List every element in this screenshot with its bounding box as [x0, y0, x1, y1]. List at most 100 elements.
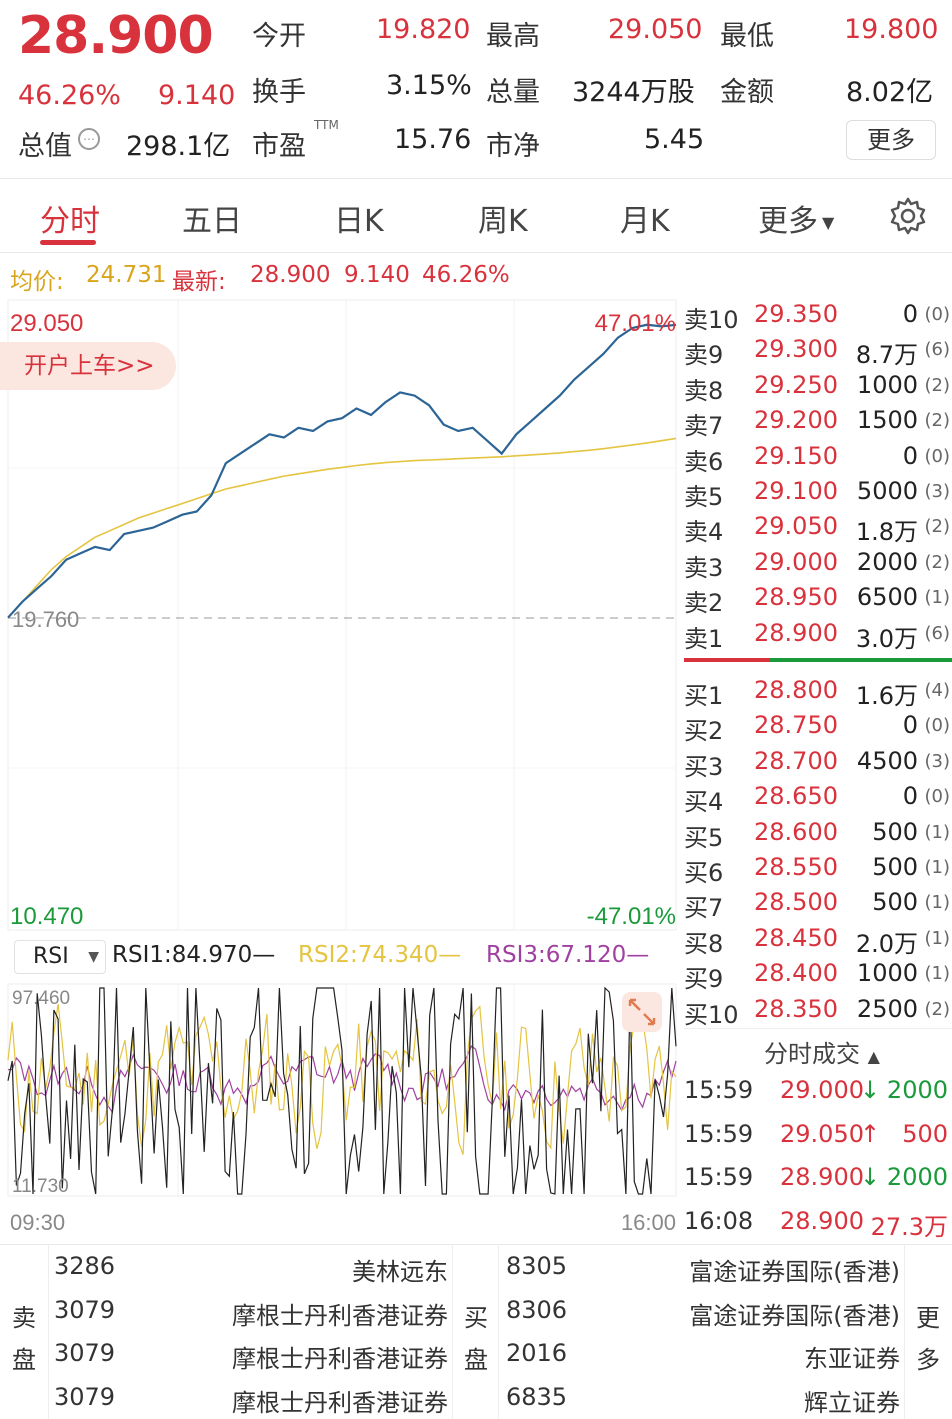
trades-title[interactable]: 分时成交 ▲	[764, 1034, 880, 1069]
bid-row[interactable]: 买2 28.750 0 (0)	[684, 711, 952, 746]
tab-weekly-k[interactable]: 周K	[478, 204, 528, 239]
ask-order-count: (2)	[924, 374, 951, 396]
pe-label: 市盈	[252, 131, 306, 162]
trade-time: 15:59	[684, 1119, 754, 1148]
sell-broker-id[interactable]: 3079	[54, 1295, 116, 1324]
rsi-top-label: 97.460	[12, 988, 70, 1009]
bid-row[interactable]: 买10 28.350 2500 (2)	[684, 995, 952, 1030]
bid-row[interactable]: 买9 28.400 1000 (1)	[684, 959, 952, 994]
ask-price: 29.000	[754, 547, 838, 576]
change-amount: 9.140	[158, 80, 236, 111]
trade-price: 29.050	[780, 1119, 864, 1148]
tab-daily-k[interactable]: 日K	[334, 204, 384, 239]
ask-row[interactable]: 卖6 29.150 0 (0)	[684, 442, 952, 477]
sell-broker-id[interactable]: 3286	[54, 1252, 116, 1280]
pe-value: 15.76	[394, 124, 472, 155]
expand-icon[interactable]	[622, 992, 662, 1032]
pre-close-label: 19.760	[12, 607, 79, 632]
bid-level-label: 买2	[684, 717, 724, 746]
bid-row[interactable]: 买4 28.650 0 (0)	[684, 782, 952, 817]
divider	[0, 252, 952, 253]
bid-row[interactable]: 买5 28.600 500 (1)	[684, 818, 952, 853]
buy-broker-name[interactable]: 富途证券国际(香港)	[689, 1258, 900, 1286]
tab-five-day[interactable]: 五日	[182, 204, 242, 239]
ask-price: 28.950	[754, 583, 838, 612]
buy-side-label-1: 买	[464, 1304, 488, 1332]
ask-level-label: 卖6	[684, 447, 724, 476]
tab-active-indicator	[40, 240, 96, 245]
sell-broker-id[interactable]: 3079	[54, 1339, 116, 1367]
ask-level-label: 卖4	[684, 518, 724, 547]
tab-monthly-k[interactable]: 月K	[620, 204, 670, 239]
open-account-banner[interactable]: 开户上车>>	[0, 342, 176, 390]
ask-volume: 3.0万	[855, 624, 918, 653]
ask-row[interactable]: 卖5 29.100 5000 (3)	[684, 477, 952, 512]
buy-broker-id[interactable]: 6835	[506, 1382, 568, 1411]
bid-volume: 500	[872, 853, 918, 881]
divider	[48, 1244, 49, 1419]
low-label: 最低	[720, 21, 774, 52]
sell-broker-id[interactable]: 3079	[54, 1382, 116, 1411]
ask-row[interactable]: 卖3 29.000 2000 (2)	[684, 548, 952, 583]
sell-broker-name[interactable]: 摩根士丹利香港证券	[232, 1345, 448, 1373]
divider	[0, 1244, 952, 1245]
indicator-select[interactable]: RSI ▼	[14, 940, 106, 974]
quote-more-button[interactable]: 更多	[846, 120, 936, 160]
bid-row[interactable]: 买7 28.500 500 (1)	[684, 888, 952, 923]
settings-gear-icon[interactable]	[888, 196, 928, 236]
broker-more-label-1[interactable]: 更	[916, 1304, 940, 1332]
ask-order-count: (0)	[924, 445, 951, 467]
tab-intraday[interactable]: 分时	[40, 204, 100, 239]
caret-up-icon: ▲	[867, 1047, 880, 1066]
buy-broker-name[interactable]: 辉立证券	[804, 1388, 900, 1417]
bid-price: 28.550	[754, 853, 838, 881]
ask-row[interactable]: 卖8 29.250 1000 (2)	[684, 371, 952, 406]
latest-value: 28.900	[250, 262, 331, 288]
bid-order-count: (4)	[924, 680, 951, 701]
buy-broker-name[interactable]: 东亚证券	[804, 1345, 900, 1373]
bid-order-count: (0)	[924, 786, 951, 808]
sell-broker-name[interactable]: 美林远东	[352, 1258, 448, 1286]
buy-broker-id[interactable]: 2016	[506, 1339, 568, 1367]
sell-broker-name[interactable]: 摩根士丹利香港证券	[232, 1388, 448, 1417]
info-icon[interactable]: ⋯	[78, 128, 100, 150]
ask-row[interactable]: 卖4 29.050 1.8万 (2)	[684, 512, 952, 547]
broker-more-label-2[interactable]: 多	[916, 1346, 940, 1374]
bid-row[interactable]: 买1 28.800 1.6万 (4)	[684, 676, 952, 711]
ask-price: 29.350	[754, 300, 838, 328]
bid-order-count: (1)	[924, 857, 951, 878]
ask-volume: 1000	[856, 370, 918, 399]
trade-row: 15:59 28.900 ↓ 2000	[684, 1163, 952, 1203]
buy-broker-id[interactable]: 8305	[506, 1252, 568, 1280]
sell-broker-name[interactable]: 摩根士丹利香港证券	[232, 1301, 448, 1330]
ask-ratio-bar	[684, 658, 770, 662]
trade-time: 15:59	[684, 1163, 754, 1191]
quote-header: 28.900 46.26% 9.140 总值 ⋯ 298.1亿 今开 19.82…	[0, 0, 952, 178]
tab-more[interactable]: 更多 ▼	[758, 196, 834, 240]
price-chart-frame	[7, 299, 677, 931]
bid-row[interactable]: 买6 28.550 500 (1)	[684, 853, 952, 888]
ask-row[interactable]: 卖10 29.350 0 (0)	[684, 300, 952, 335]
bid-price: 28.700	[754, 746, 838, 775]
divider	[452, 1244, 453, 1419]
open-label: 今开	[252, 21, 306, 52]
ask-row[interactable]: 卖2 28.950 6500 (1)	[684, 583, 952, 618]
buy-broker-name[interactable]: 富途证券国际(香港)	[689, 1301, 900, 1330]
buy-side-label-2: 盘	[464, 1346, 488, 1374]
rsi3-value: RSI3:67.120—	[486, 942, 650, 968]
bid-row[interactable]: 买3 28.700 4500 (3)	[684, 747, 952, 782]
ask-row[interactable]: 卖9 29.300 8.7万 (6)	[684, 335, 952, 370]
bid-order-count: (2)	[924, 998, 951, 1020]
ask-row[interactable]: 卖7 29.200 1500 (2)	[684, 406, 952, 441]
rsi1-value: RSI1:84.970—	[112, 942, 276, 968]
ask-row[interactable]: 卖1 28.900 3.0万 (6)	[684, 619, 952, 654]
bid-row[interactable]: 买8 28.450 2.0万 (1)	[684, 924, 952, 959]
buy-broker-id[interactable]: 8306	[506, 1295, 568, 1324]
trade-row: 15:59 29.000 ↓ 2000	[684, 1076, 952, 1116]
bid-order-count: (1)	[924, 821, 951, 843]
bid-level-label: 买3	[684, 752, 724, 781]
x-axis-start-label: 09:30	[10, 1210, 65, 1235]
intraday-chart[interactable]: 29.050 19.760 10.470 47.01% -47.01% 97.4…	[0, 298, 680, 1244]
bid-volume: 500	[872, 817, 918, 846]
ask-order-count: (2)	[924, 516, 951, 538]
